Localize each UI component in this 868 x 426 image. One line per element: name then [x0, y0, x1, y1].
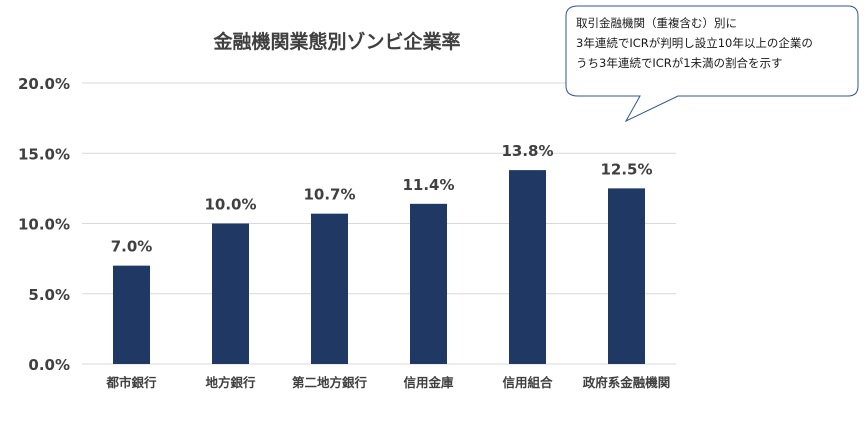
x-tick-label: 政府系金融機関 — [583, 375, 671, 390]
grid-lines — [82, 82, 676, 365]
y-tick-label: 15.0% — [18, 145, 70, 163]
bar — [212, 223, 249, 364]
data-label: 10.7% — [303, 186, 355, 204]
x-tick-label: 地方銀行 — [205, 375, 256, 390]
bar — [608, 188, 645, 364]
callout-bubble — [565, 5, 859, 123]
x-tick-label: 信用組合 — [502, 375, 553, 390]
x-tick-label: 第二地方銀行 — [292, 375, 368, 390]
bar — [311, 213, 348, 364]
callout-text: 取引金融機関（重複含む）別に 3年連続でICRが判明し設立10年以上の企業の う… — [576, 13, 856, 73]
data-label: 13.8% — [501, 142, 553, 160]
y-tick-label: 5.0% — [28, 286, 70, 304]
bars — [113, 170, 645, 364]
bar — [113, 265, 150, 364]
callout-line: うち3年連続でICRが1未満の割合を示す — [576, 56, 783, 70]
data-label: 11.4% — [402, 176, 454, 194]
y-tick-label: 0.0% — [28, 356, 70, 374]
x-tick-label: 信用金庫 — [403, 375, 454, 390]
data-label: 7.0% — [111, 238, 153, 256]
y-tick-label: 20.0% — [18, 75, 70, 93]
x-tick-label: 都市銀行 — [105, 375, 157, 390]
y-tick-label: 10.0% — [18, 216, 70, 234]
y-axis-ticks: 0.0% 5.0% 10.0% 15.0% 20.0% — [18, 75, 70, 374]
bar — [509, 170, 546, 364]
chart-title: 金融機関業態別ゾンビ企業率 — [212, 30, 460, 53]
data-label: 10.0% — [204, 196, 256, 214]
data-labels: 7.0% 10.0% 10.7% 11.4% 13.8% 12.5% — [111, 142, 653, 256]
data-label: 12.5% — [600, 160, 652, 178]
bar — [410, 203, 447, 364]
callout-line: 3年連続でICRが判明し設立10年以上の企業の — [576, 36, 813, 50]
x-axis-ticks: 都市銀行 地方銀行 第二地方銀行 信用金庫 信用組合 政府系金融機関 — [105, 375, 670, 390]
callout-line: 取引金融機関（重複含む）別に — [576, 16, 737, 30]
